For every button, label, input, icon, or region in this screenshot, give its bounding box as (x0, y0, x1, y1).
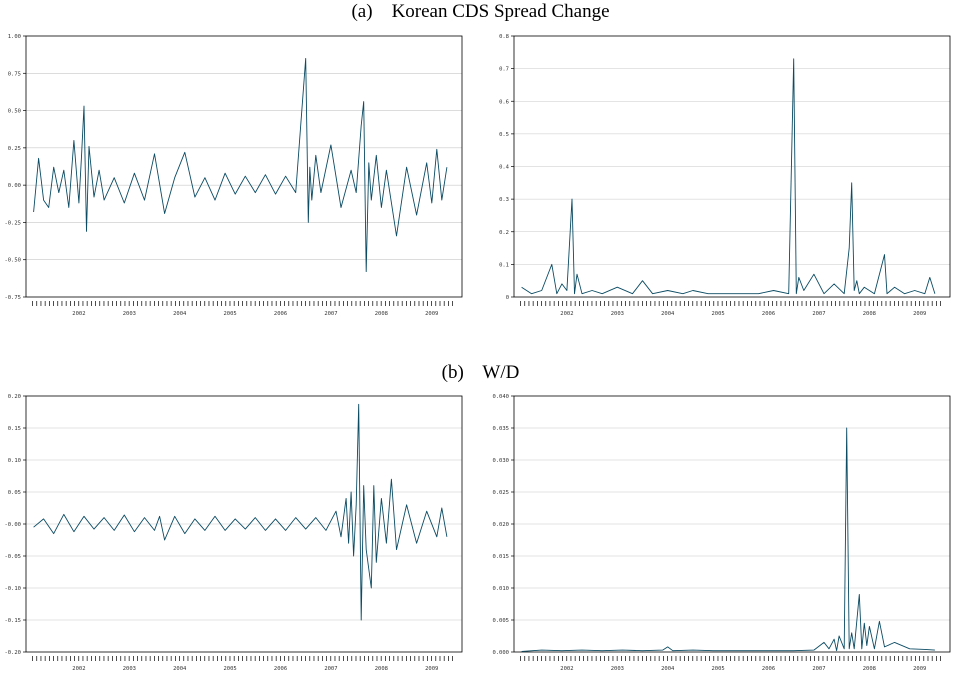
y-tick-label: -0.75 (4, 295, 21, 301)
y-tick-label: 0.025 (492, 490, 509, 496)
panel-a-heading: (a) Korean CDS Spread Change (351, 1, 610, 22)
panel-b-heading: (b) W/D (441, 362, 520, 383)
y-tick-label: -0.25 (4, 220, 21, 226)
chart-a-left: 1.00 0.75 0.50 0.25 0.00 -0.25 -0.50 -0.75 2002 2… (4, 34, 463, 317)
chart-a-right: 0.8 0.7 0.6 0.5 0.4 0.3 0.2 0.1 0 2002 2003 2004 200… (499, 34, 951, 317)
y-tick-label: 0.030 (492, 458, 509, 464)
y-tick-label: 0.4 (499, 165, 510, 171)
y-tick-label: 0.75 (8, 71, 21, 77)
x-tick-label: 2004 (173, 666, 187, 672)
y-tick-label: 0.6 (499, 99, 509, 105)
y-tick-label: 0.05 (8, 490, 21, 496)
x-tick-label: 2004 (661, 666, 675, 672)
y-tick-label: 0.020 (492, 522, 509, 528)
x-tick-label: 2003 (611, 311, 624, 317)
plot-frame (25, 35, 463, 298)
y-tick-label: -0.50 (4, 258, 21, 264)
x-tick-label: 2008 (375, 666, 388, 672)
y-tick-label: 0.8 (499, 34, 509, 40)
x-tick-label: 2006 (274, 311, 287, 317)
x-tick-label: 2005 (224, 311, 237, 317)
series-line (521, 58, 936, 295)
x-tick-label: 2005 (712, 311, 725, 317)
y-tick-label: 0.3 (499, 197, 509, 203)
x-tick-label: 2003 (611, 666, 624, 672)
x-tick-label: 2009 (425, 311, 438, 317)
y-tick-label: -0.20 (4, 650, 21, 656)
y-tick-label: 0.50 (8, 109, 21, 115)
x-tick-label: 2003 (123, 666, 136, 672)
y-tick-label: 0.040 (492, 394, 509, 400)
x-tick-label: 2008 (375, 311, 388, 317)
x-tick-label: 2004 (173, 311, 187, 317)
x-tick-label: 2005 (224, 666, 237, 672)
series-line (521, 427, 935, 652)
y-tick-label: 0.010 (492, 586, 509, 592)
x-tick-label: 2005 (712, 666, 725, 672)
series-line (33, 57, 448, 273)
y-tick-label: 0.15 (8, 426, 21, 432)
y-tick-label: 0.7 (499, 67, 509, 73)
x-tick-label: 2002 (72, 311, 85, 317)
x-tick-label: 2006 (762, 666, 775, 672)
x-tick-label: 2002 (560, 666, 573, 672)
y-tick-label: 0.25 (8, 146, 21, 152)
x-tick-label: 2002 (560, 311, 573, 317)
chart-b-left: 0.20 0.15 0.10 0.05 -0.00 -0.05 -0.10 -0.15 -0.2… (4, 394, 463, 672)
y-tick-label: -0.10 (4, 586, 21, 592)
x-tick-label: 2006 (274, 666, 287, 672)
plot-frame (513, 395, 951, 653)
plot-frame (25, 395, 463, 653)
x-tick-label: 2007 (812, 666, 825, 672)
x-tick-label: 2008 (863, 666, 876, 672)
y-tick-label: 0.00 (8, 183, 21, 189)
series-line (33, 403, 448, 621)
y-tick-label: 0.1 (499, 262, 509, 268)
y-tick-label: 0.015 (492, 554, 509, 560)
y-tick-label: -0.05 (4, 554, 21, 560)
x-tick-label: 2009 (425, 666, 438, 672)
x-tick-label: 2008 (863, 311, 876, 317)
y-tick-label: -0.00 (4, 522, 21, 528)
x-tick-label: 2004 (661, 311, 675, 317)
y-tick-label: 0.005 (492, 618, 509, 624)
x-tick-label: 2009 (913, 311, 926, 317)
chart-b-right: 0.040 0.035 0.030 0.025 0.020 0.015 0.010 0.005… (492, 394, 951, 672)
y-tick-label: 1.00 (8, 34, 21, 40)
y-tick-label: 0.2 (499, 230, 509, 236)
x-tick-label: 2006 (762, 311, 775, 317)
x-tick-label: 2007 (324, 311, 337, 317)
y-tick-label: 0.000 (492, 650, 509, 656)
y-tick-label: 0.10 (8, 458, 21, 464)
y-tick-label: 0.20 (8, 394, 21, 400)
x-tick-label: 2002 (72, 666, 85, 672)
x-tick-label: 2003 (123, 311, 136, 317)
x-tick-label: 2009 (913, 666, 926, 672)
x-tick-label: 2007 (812, 311, 825, 317)
plot-frame (513, 35, 951, 298)
y-tick-label: -0.15 (4, 618, 21, 624)
y-tick-label: 0.035 (492, 426, 509, 432)
x-tick-label: 2007 (324, 666, 337, 672)
y-tick-label: 0 (506, 295, 509, 301)
y-tick-label: 0.5 (499, 132, 509, 138)
